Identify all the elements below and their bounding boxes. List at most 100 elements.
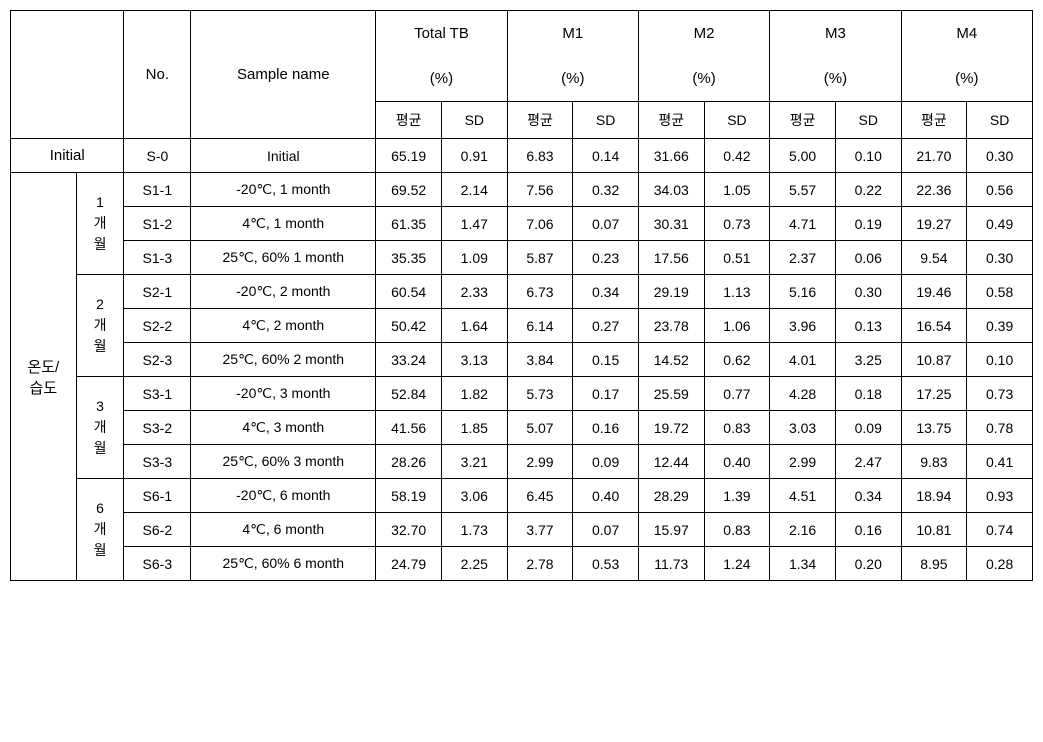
cell-value: 0.13 — [835, 309, 901, 343]
cell-value: 0.41 — [967, 445, 1033, 479]
cell-value: 2.99 — [507, 445, 573, 479]
cell-value: 25.59 — [638, 377, 704, 411]
header-m2-mean: 평균 — [638, 102, 704, 139]
cell-value: 7.06 — [507, 207, 573, 241]
cell-sample: 25℃, 60% 2 month — [191, 343, 376, 377]
cell-sample: 4℃, 1 month — [191, 207, 376, 241]
cell-value: 69.52 — [376, 173, 442, 207]
cell-value: 2.14 — [441, 173, 507, 207]
cell-value: 2.99 — [770, 445, 836, 479]
header-no: No. — [124, 11, 191, 139]
cell-value: 1.64 — [441, 309, 507, 343]
cell-value: 0.19 — [835, 207, 901, 241]
cell-value: 0.39 — [967, 309, 1033, 343]
cell-value: 32.70 — [376, 513, 442, 547]
header-m2-sd: SD — [704, 102, 770, 139]
cell-value: 0.62 — [704, 343, 770, 377]
cell-value: 0.53 — [573, 547, 639, 581]
cell-value: 1.13 — [704, 275, 770, 309]
cell-no: S1-1 — [124, 173, 191, 207]
cell-value: 0.93 — [967, 479, 1033, 513]
header-m1-mean: 평균 — [507, 102, 573, 139]
cell-value: 5.07 — [507, 411, 573, 445]
cell-value: 0.34 — [835, 479, 901, 513]
cell-sample: -20℃, 1 month — [191, 173, 376, 207]
cell-value: 28.26 — [376, 445, 442, 479]
cell-value: 9.54 — [901, 241, 967, 275]
cell-value: 3.06 — [441, 479, 507, 513]
cell-value: 0.40 — [704, 445, 770, 479]
cell-value: 3.13 — [441, 343, 507, 377]
cell-value: 6.73 — [507, 275, 573, 309]
cell-value: 17.25 — [901, 377, 967, 411]
cell-value: 0.30 — [967, 241, 1033, 275]
cell-sample: 4℃, 2 month — [191, 309, 376, 343]
cell-value: 2.47 — [835, 445, 901, 479]
cell-value: 31.66 — [638, 139, 704, 173]
cell-value: 0.06 — [835, 241, 901, 275]
cell-value: 1.47 — [441, 207, 507, 241]
cell-value: 4.51 — [770, 479, 836, 513]
cell-value: 3.77 — [507, 513, 573, 547]
cell-value: 5.00 — [770, 139, 836, 173]
table-row: S1-2 4℃, 1 month 61.35 1.47 7.06 0.07 30… — [11, 207, 1033, 241]
cell-value: 61.35 — [376, 207, 442, 241]
cell-no: S3-3 — [124, 445, 191, 479]
table-row: 6 개 월 S6-1 -20℃, 6 month 58.19 3.06 6.45… — [11, 479, 1033, 513]
cell-value: 6.83 — [507, 139, 573, 173]
row-temp-humidity-label: 온도/ 습도 — [11, 173, 77, 581]
cell-value: 18.94 — [901, 479, 967, 513]
cell-value: 0.27 — [573, 309, 639, 343]
header-m2-pct: (%) — [638, 56, 769, 102]
cell-value: 0.30 — [835, 275, 901, 309]
cell-value: 3.03 — [770, 411, 836, 445]
cell-sample: -20℃, 3 month — [191, 377, 376, 411]
header-sample-name: Sample name — [191, 11, 376, 139]
cell-no: S1-2 — [124, 207, 191, 241]
cell-value: 1.24 — [704, 547, 770, 581]
cell-value: 6.14 — [507, 309, 573, 343]
table-row: Initial S-0 Initial 65.19 0.91 6.83 0.14… — [11, 139, 1033, 173]
cell-value: 2.37 — [770, 241, 836, 275]
cell-value: 0.42 — [704, 139, 770, 173]
cell-value: 1.34 — [770, 547, 836, 581]
cell-value: 15.97 — [638, 513, 704, 547]
cell-value: 35.35 — [376, 241, 442, 275]
cell-value: 0.15 — [573, 343, 639, 377]
cell-no: S3-2 — [124, 411, 191, 445]
cell-value: 4.28 — [770, 377, 836, 411]
cell-value: 5.73 — [507, 377, 573, 411]
cell-value: 21.70 — [901, 139, 967, 173]
cell-value: 0.10 — [835, 139, 901, 173]
cell-value: 5.16 — [770, 275, 836, 309]
table-row: S6-2 4℃, 6 month 32.70 1.73 3.77 0.07 15… — [11, 513, 1033, 547]
cell-no: S6-2 — [124, 513, 191, 547]
cell-value: 0.77 — [704, 377, 770, 411]
table-row: S1-3 25℃, 60% 1 month 35.35 1.09 5.87 0.… — [11, 241, 1033, 275]
header-m3-pct: (%) — [770, 56, 901, 102]
header-tb-mean: 평균 — [376, 102, 442, 139]
header-total-tb: Total TB — [376, 11, 507, 57]
row-period-1: 1 개 월 — [76, 173, 124, 275]
cell-sample: 4℃, 3 month — [191, 411, 376, 445]
cell-no: S6-1 — [124, 479, 191, 513]
cell-value: 0.40 — [573, 479, 639, 513]
cell-no: S6-3 — [124, 547, 191, 581]
cell-no: S2-1 — [124, 275, 191, 309]
cell-value: 17.56 — [638, 241, 704, 275]
cell-value: 1.39 — [704, 479, 770, 513]
cell-value: 0.16 — [835, 513, 901, 547]
cell-sample: Initial — [191, 139, 376, 173]
header-m4-pct: (%) — [901, 56, 1032, 102]
table-row: S3-3 25℃, 60% 3 month 28.26 3.21 2.99 0.… — [11, 445, 1033, 479]
header-m3: M3 — [770, 11, 901, 57]
cell-no: S3-1 — [124, 377, 191, 411]
header-tb-pct: (%) — [376, 56, 507, 102]
cell-value: 0.10 — [967, 343, 1033, 377]
data-table: No. Sample name Total TB M1 M2 M3 M4 (%)… — [10, 10, 1033, 581]
cell-value: 1.73 — [441, 513, 507, 547]
cell-value: 0.32 — [573, 173, 639, 207]
cell-no: S1-3 — [124, 241, 191, 275]
cell-value: 19.46 — [901, 275, 967, 309]
cell-value: 2.33 — [441, 275, 507, 309]
